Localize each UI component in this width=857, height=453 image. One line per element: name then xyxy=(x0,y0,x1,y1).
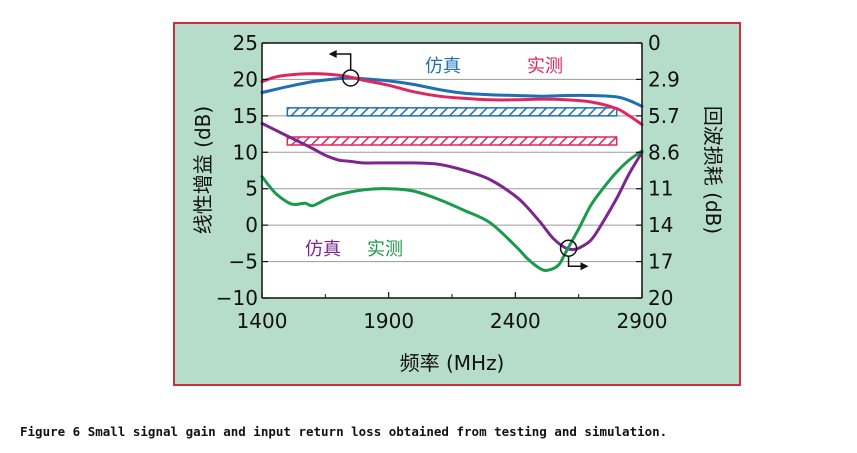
y-tick-label: 20 xyxy=(233,67,258,91)
series-lines xyxy=(260,72,644,272)
x-axis-title: 频率 (MHz) xyxy=(400,351,505,375)
y-tick-label: 15 xyxy=(233,104,258,128)
marker-arrow-line xyxy=(567,256,583,267)
y2-tick-label: 20 xyxy=(648,286,673,310)
y-tick-label: 5 xyxy=(245,177,258,201)
specification-bands xyxy=(286,107,618,146)
y-axis-title: 线性增益 (dB) xyxy=(191,106,215,234)
spec-band xyxy=(286,107,618,117)
legend-gain-simulation: 仿真 xyxy=(425,56,461,77)
y2-tick-label: 0 xyxy=(648,31,661,55)
x-tick-label: 2400 xyxy=(490,309,541,333)
marker-arrowhead xyxy=(328,49,337,58)
marker-arrowhead xyxy=(580,262,589,271)
marker-arrow-line xyxy=(334,53,352,70)
y-tick-label: −10 xyxy=(216,286,258,310)
x-tick-label: 2900 xyxy=(617,309,668,333)
legend-return-loss-measured: 实测 xyxy=(367,239,403,260)
y-tick-label: 25 xyxy=(233,31,258,55)
curve-markers xyxy=(328,49,589,271)
tick-labels: 25 20 15 10 5 0 −5 −10 0 2.9 5.7 8.6 11 14 17 20 1400 190… xyxy=(216,31,680,333)
legend-gain-measured: 实测 xyxy=(527,56,563,77)
axes xyxy=(261,42,643,299)
y2-tick-label: 17 xyxy=(648,250,673,274)
figure-caption: Figure 6 Small signal gain and input ret… xyxy=(20,424,668,439)
y2-tick-label: 8.6 xyxy=(648,140,680,164)
y-tick-label: −5 xyxy=(229,250,258,274)
y2-tick-label: 14 xyxy=(648,213,673,237)
series-line-gain xyxy=(260,76,644,108)
y-tick-label: 0 xyxy=(245,213,258,237)
y2-tick-label: 5.7 xyxy=(648,104,680,128)
spec-band xyxy=(286,136,618,146)
series-line-return_loss xyxy=(260,149,644,272)
series-line-return_loss xyxy=(260,121,644,251)
x-tick-label: 1400 xyxy=(237,309,288,333)
legend-return-loss-simulation: 仿真 xyxy=(305,239,341,260)
plot-area xyxy=(262,43,642,298)
y2-axis-title: 回波损耗 (dB) xyxy=(701,106,725,234)
y2-tick-label: 2.9 xyxy=(648,67,680,91)
y-tick-label: 10 xyxy=(233,140,258,164)
x-tick-label: 1900 xyxy=(363,309,414,333)
y2-tick-label: 11 xyxy=(648,177,673,201)
series-line-gain xyxy=(260,72,644,127)
